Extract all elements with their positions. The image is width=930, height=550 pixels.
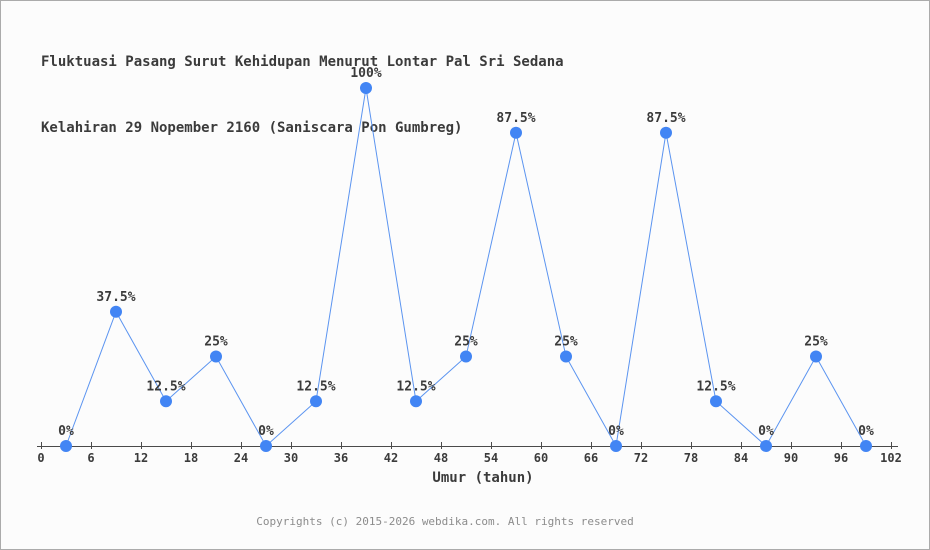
x-tick-label: 12	[134, 451, 148, 465]
chart-title-line-2: Kelahiran 29 Nopember 2160 (Saniscara Po…	[41, 120, 463, 136]
data-point-label: 25%	[204, 335, 228, 350]
data-point	[510, 126, 522, 139]
data-point-label: 25%	[554, 335, 578, 350]
data-point-label: 0%	[758, 424, 774, 439]
x-tick-label: 48	[434, 451, 448, 465]
x-tick-label: 84	[734, 451, 748, 465]
data-point-label: 25%	[454, 335, 478, 350]
data-point	[560, 350, 572, 363]
data-point-label: 12.5%	[696, 379, 735, 394]
x-tick-label: 36	[334, 451, 348, 465]
data-point-label: 12.5%	[146, 379, 185, 394]
data-point-label: 37.5%	[96, 290, 135, 305]
data-point	[160, 395, 172, 408]
data-line	[65, 87, 867, 448]
x-tick-label: 0	[37, 451, 44, 465]
data-point	[860, 440, 872, 452]
x-tick-label: 66	[584, 451, 598, 465]
x-tick-label: 6	[87, 451, 94, 465]
x-tick-label: 60	[534, 451, 548, 465]
data-point	[610, 440, 622, 452]
data-point-label: 0%	[258, 424, 274, 439]
x-tick-label: 30	[284, 451, 298, 465]
data-point-label: 0%	[58, 424, 74, 439]
data-point	[360, 82, 372, 94]
data-point	[260, 440, 272, 452]
data-point-label: 87.5%	[496, 111, 535, 126]
x-tick-label: 96	[834, 451, 848, 465]
x-tick-label: 24	[234, 451, 248, 465]
data-point-label: 0%	[858, 424, 874, 439]
data-point	[60, 440, 72, 452]
data-point-label: 100%	[350, 66, 381, 81]
chart-title-line-1: Fluktuasi Pasang Surut Kehidupan Menurut…	[41, 54, 564, 70]
x-tick-label: 78	[684, 451, 698, 465]
chart-title: Fluktuasi Pasang Surut Kehidupan Menurut…	[41, 7, 564, 183]
x-axis-label: Umur (tahun)	[432, 470, 534, 486]
data-point	[710, 395, 722, 408]
data-point-label: 0%	[608, 424, 624, 439]
data-point	[460, 350, 472, 363]
data-point-label: 12.5%	[396, 379, 435, 394]
data-point	[310, 395, 322, 408]
data-point	[410, 395, 422, 408]
data-point-label: 25%	[804, 335, 828, 350]
data-point	[210, 350, 222, 363]
data-point-label: 87.5%	[646, 111, 685, 126]
x-tick-label: 54	[484, 451, 498, 465]
data-point-label: 12.5%	[296, 379, 335, 394]
data-point	[110, 305, 122, 318]
copyright-footer: Copyrights (c) 2015-2026 webdika.com. Al…	[256, 515, 634, 528]
x-tick-label: 18	[184, 451, 198, 465]
x-tick-label: 90	[784, 451, 798, 465]
x-tick-label: 102	[880, 451, 902, 465]
data-point	[810, 350, 822, 363]
x-tick-label: 72	[634, 451, 648, 465]
data-point	[660, 126, 672, 139]
x-tick-label: 42	[384, 451, 398, 465]
data-point	[760, 440, 772, 452]
